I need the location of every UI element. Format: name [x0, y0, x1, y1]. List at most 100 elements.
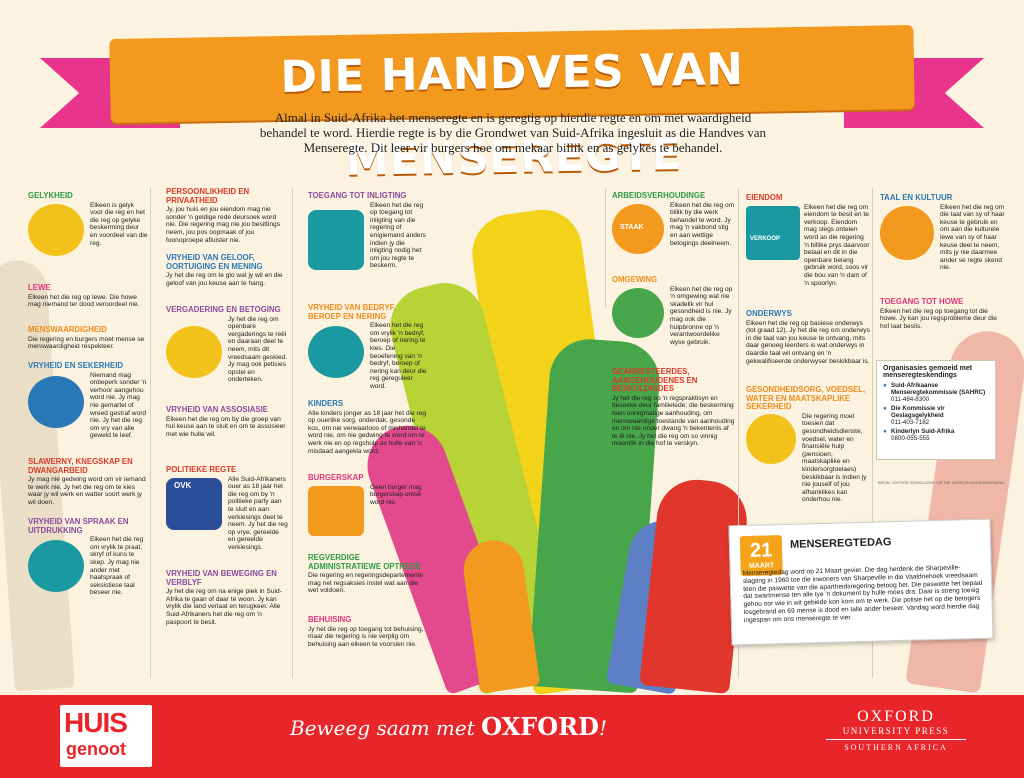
organisations-heading: Organisasies gemoeid met menseregteskend…	[883, 365, 973, 379]
human-rights-day-card: 21 MAART MENSEREGTEDAG Menseregtedag wor…	[728, 518, 994, 646]
water-tap-icon	[746, 414, 796, 464]
section-title: VERGADERING EN BETOGING	[166, 305, 281, 314]
strike-sign-icon: STAAK	[612, 204, 664, 254]
section-burgerskap: BURGERSKAP Geen burger mag burgerskap on…	[308, 473, 428, 536]
section-vergadering: VERGADERING EN BETOGING Jy het die reg o…	[166, 305, 288, 384]
section-behuising: BEHUISING Jy het die reg op toegang tot …	[308, 615, 428, 648]
section-title: BEHUISING	[308, 615, 352, 624]
slogan-lead: Beweeg saam met	[290, 716, 475, 740]
section-slawerny: SLAWERNY, KNEGSKAP EN DWANGARBEID Jy mag…	[28, 457, 148, 507]
section-text: Elkeen het die reg op lewe. Die howe mag…	[28, 293, 140, 309]
broken-chains-icon	[28, 376, 84, 428]
oup-name: OXFORD	[857, 708, 935, 725]
section-spraak: VRYHEID VAN SPRAAK EN UITDRUKKING Elkeen…	[28, 517, 148, 597]
section-politieke-regte: POLITIEKE REGTE OVK Alle Suid-Afrikaners…	[166, 465, 288, 552]
section-text: Alle Suid-Afrikaners ouer as 18 jaar het…	[228, 475, 288, 551]
section-title: ONDERWYS	[746, 309, 792, 318]
section-howe: TOEGANG TOT HOWE Elkeen het die reg op t…	[880, 297, 1006, 330]
section-title: GESONDHEIDSORG, VOEDSEL, WATER EN MAATSK…	[746, 385, 866, 412]
section-vryheid-sekerheid: VRYHEID EN SEKERHEID Niemand mag onbeper…	[28, 361, 148, 440]
oxford-logo: OXFORD UNIVERSITY PRESS SOUTHERN AFRICA	[826, 708, 966, 752]
doctor-icon	[308, 326, 364, 378]
section-text: Elkeen het die reg op toegang tot die ho…	[880, 307, 997, 330]
ballot-label: OVK	[174, 481, 192, 490]
section-title: GEARRESTEERDES, AANGEHOUDENES EN BESKULD…	[612, 367, 698, 394]
section-text: Jy het die reg om openbare vergaderings …	[228, 315, 288, 384]
organisations-box: Organisasies gemoeid met menseregteskend…	[876, 360, 996, 460]
section-onderwys: ONDERWYS Elkeen het die reg op basiese o…	[746, 309, 870, 365]
section-title: VRYHEID VAN ASSOSIASIE	[166, 405, 268, 414]
footer-slogan: Beweeg saam met OXFORD!	[290, 712, 607, 741]
section-text: Alle kinders jonger as 18 jaar het die r…	[308, 409, 427, 455]
section-title: REGVERDIGE ADMINISTRATIEWE OPTREDE	[308, 553, 421, 571]
section-title: VRYHEID VAN BEWEGING EN VERBLYF	[166, 569, 277, 587]
organisation-item: Suid-Afrikaanse Menseregtekommissie (SAH…	[877, 381, 995, 404]
section-text: Jy het die reg om te glo wat jy wil en d…	[166, 272, 283, 287]
callout-text: Menseregtedag word op 21 Maart gevier. D…	[742, 564, 983, 624]
logo-text-top: HUIS	[64, 707, 128, 738]
section-inligting: TOEGANG TOT INLIGTING Elkeen het die reg…	[308, 191, 428, 270]
people-icon	[28, 204, 84, 256]
section-text: Elkeen het die reg om vrylik 'n bedryf, …	[370, 322, 427, 390]
ballot-icon: OVK	[166, 478, 222, 530]
section-title: GELYKHEID	[28, 191, 73, 200]
section-text: Jy het die reg op toegang tot behuising,…	[308, 625, 424, 648]
sale-sign-label: VERKOOP	[750, 236, 781, 242]
org-name: Kinderlyn Suid-Afrika	[891, 428, 955, 435]
oup-region: SOUTHERN AFRICA	[844, 743, 948, 752]
section-gelykheid: GELYKHEID Elkeen is gelyk voor die reg e…	[28, 191, 148, 256]
section-taal: TAAL EN KULTUUR Elkeen het die reg om di…	[880, 193, 1006, 272]
section-title: VRYHEID EN SEKERHEID	[28, 361, 124, 370]
divider	[605, 188, 606, 308]
calendar-day: 21	[749, 539, 773, 562]
section-eiendom: EIENDOM VERKOOP Elkeen het die reg om ei…	[746, 193, 870, 287]
divider	[292, 188, 293, 678]
section-title: POLITIEKE REGTE	[166, 465, 237, 474]
org-name: Suid-Afrikaanse Menseregtekommissie (SAH…	[891, 382, 986, 396]
organisation-item: Die Kommissie vir Geslagsgelykheid011-40…	[877, 404, 995, 427]
section-title: MENSWAARDIGHEID	[28, 325, 107, 334]
divider	[738, 188, 739, 678]
section-bedryf: VRYHEID VAN BEDRYF, BEROEP EN NERING Elk…	[308, 303, 428, 391]
section-title: TOEGANG TOT HOWE	[880, 297, 964, 306]
section-text: Elkeen het die reg op 'n omgewing wat ni…	[670, 285, 733, 346]
section-lewe: LEWE Elkeen het die reg op lewe. Die how…	[28, 283, 148, 309]
section-text: Elkeen is gelyk voor die reg en het die …	[90, 201, 148, 247]
org-name: Die Kommissie vir Geslagsgelykheid	[891, 405, 945, 419]
section-text: Die regering en regeringsdepartemente ma…	[308, 572, 424, 595]
section-title: OMGEWING	[612, 275, 658, 284]
section-title: TOEGANG TOT INLIGTING	[308, 191, 407, 200]
section-title: PERSOONLIKHEID EN PRIVAATHEID	[166, 187, 250, 205]
section-title: TAAL EN KULTUUR	[880, 193, 953, 202]
section-text: Jy mag nie gedwing word om vir iemand te…	[28, 476, 146, 506]
section-text: Elkeen het die reg op basiese onderwys (…	[746, 319, 870, 365]
divider	[872, 188, 873, 678]
section-text: Die regering en burgers moet mense se me…	[28, 335, 145, 351]
section-text: Elkeen het die reg om by die groep van h…	[166, 415, 286, 438]
section-privaatheid: PERSOONLIKHEID EN PRIVAATHEID Jy, jou hu…	[166, 187, 288, 244]
television-icon	[308, 210, 364, 270]
strike-sign-label: STAAK	[620, 224, 644, 231]
logo-text-bottom: genoot	[66, 739, 126, 759]
callout-title: MENSEREGTEDAG	[789, 536, 892, 551]
section-text: Geen burger mag burgerskap ontsê word ni…	[370, 483, 422, 506]
intro-text: Almal in Suid-Afrika het menseregte en i…	[259, 110, 767, 155]
oup-press: UNIVERSITY PRESS	[826, 726, 966, 740]
org-phone: 011-403-7182	[891, 419, 930, 426]
section-text: Elkeen het die reg om eiendom te besit e…	[804, 203, 870, 287]
title-banner: DIE HANDVES VAN MENSEREGTE	[109, 24, 915, 186]
org-phone: 011-484-8300	[891, 396, 930, 403]
section-title: BURGERSKAP	[308, 473, 364, 482]
slogan-end: !	[598, 716, 607, 740]
huisgenoot-logo: HUIS genoot	[60, 705, 152, 767]
section-text: Elkeen het die reg om billik by die werk…	[670, 201, 735, 247]
source-credit: BRON: OXFORD SOSIOLOGIE VIR DIE VERSORGI…	[878, 480, 1005, 485]
section-text: Die regering moet toesien dat gesondheid…	[802, 412, 867, 504]
culture-people-icon	[880, 206, 934, 260]
passport-icon	[308, 486, 364, 536]
section-text: Jy het die reg om na enige plek in Suid-…	[166, 588, 282, 626]
section-text: Jy het die reg op 'n regspraktisyn en be…	[612, 394, 735, 448]
section-text: Niemand mag onbeperk sonder 'n verhoor a…	[90, 371, 147, 440]
slogan-brand: OXFORD	[481, 712, 599, 741]
